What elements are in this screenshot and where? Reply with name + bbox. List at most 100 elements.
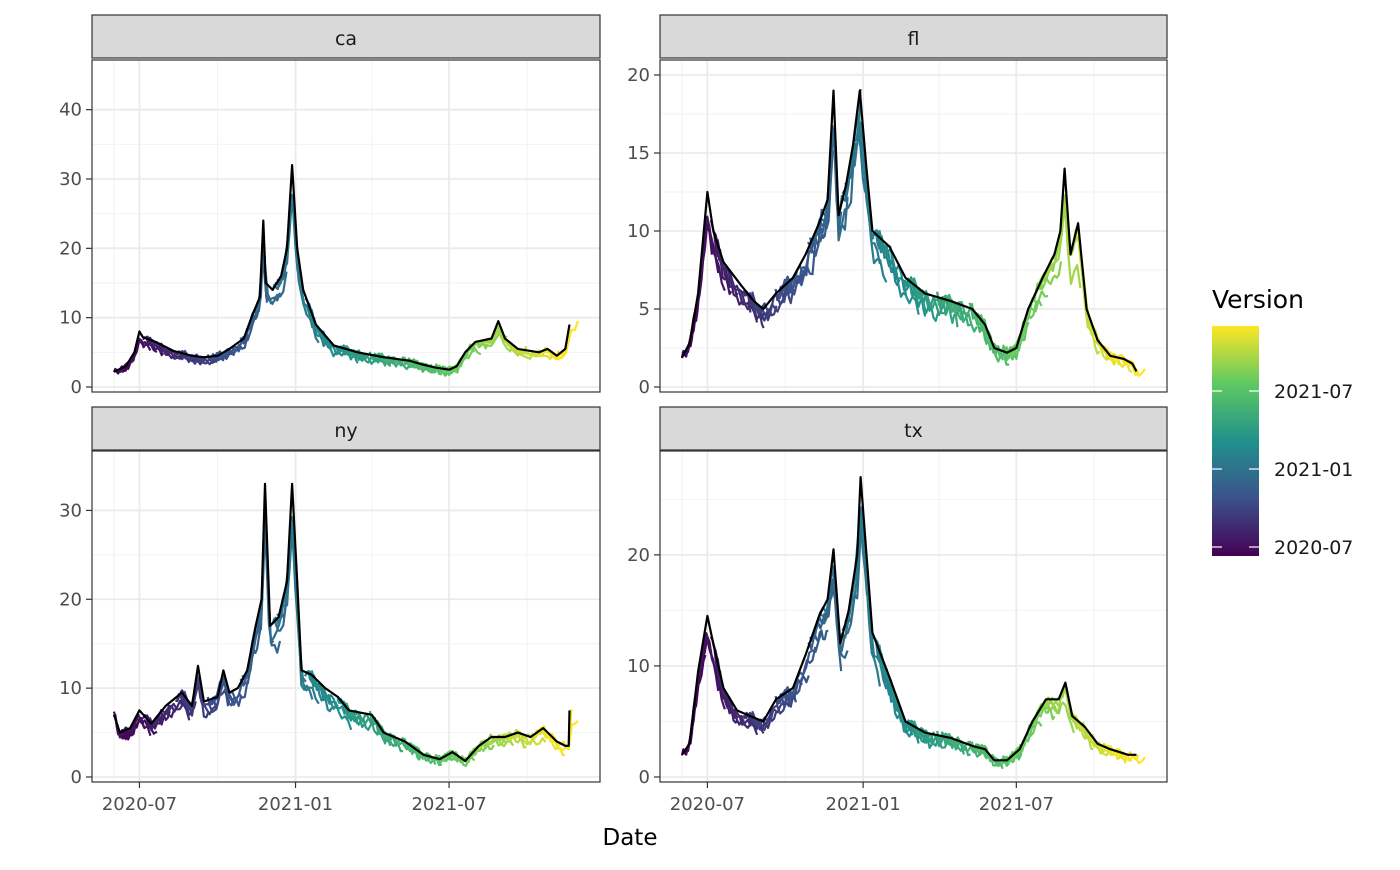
y-tick-label: 0 (639, 767, 650, 788)
final-series-line-tx (681, 476, 1137, 762)
version-line (806, 192, 830, 254)
legend: Version 2021-07 2021-01 2020-07 (1212, 285, 1353, 559)
x-axis-title: Date (603, 825, 658, 851)
y-tick-label: 0 (71, 377, 82, 398)
version-line (783, 630, 823, 696)
y-tick-label: 15 (627, 143, 650, 164)
version-line (378, 352, 417, 369)
panel-border-tx (659, 450, 1168, 783)
final-series-line-fl (681, 89, 1138, 372)
version-line (531, 350, 554, 361)
final-series-line-ca (113, 164, 571, 373)
legend-colorbar (1212, 326, 1259, 556)
y-tick-label: 10 (59, 308, 82, 329)
strip-label-tx: tx (904, 420, 923, 442)
version-line (968, 302, 991, 345)
version-line (146, 336, 177, 360)
strip-label-ca: ca (335, 28, 357, 50)
version-line (274, 533, 301, 648)
version-line (345, 702, 385, 741)
version-line (239, 627, 262, 687)
version-line (343, 345, 378, 365)
y-tick-label: 30 (59, 169, 82, 190)
version-line (151, 702, 191, 726)
version-line (146, 707, 177, 730)
x-tick-label: 2021-01 (258, 794, 333, 815)
panel-background-fl (660, 60, 1167, 392)
version-line (1035, 261, 1063, 294)
version-line (940, 295, 971, 327)
version-line (539, 719, 579, 752)
strip-fl (659, 14, 1168, 59)
version-line (809, 149, 836, 248)
version-line (475, 329, 515, 353)
version-line (436, 750, 462, 764)
version-line (436, 361, 463, 377)
panel-border-ny (91, 450, 601, 783)
version-line (968, 740, 991, 760)
version-line (807, 629, 829, 651)
legend-label: 2021-01 (1274, 459, 1353, 481)
y-tick-label: 5 (639, 299, 650, 320)
version-line (1003, 321, 1030, 360)
panel-tx: tx 0 10 20 2020-07 2021-01 2021-07 (627, 406, 1168, 815)
version-line (873, 229, 901, 287)
x-tick-label: 2020-07 (102, 794, 177, 815)
version-line (912, 720, 953, 749)
version-line (911, 278, 946, 316)
y-tick-label: 0 (71, 767, 82, 788)
version-line (681, 654, 707, 756)
y-tick-label: 20 (59, 589, 82, 610)
version-line (507, 731, 547, 746)
strip-ca (91, 14, 601, 59)
y-tick-label: 20 (627, 65, 650, 86)
panel-ca: ca 0 10 20 30 40 (59, 14, 601, 398)
version-line (874, 639, 901, 720)
panel-border-fl (659, 59, 1168, 393)
x-tick-label: 2020-07 (670, 794, 745, 815)
version-line (876, 230, 907, 298)
version-line (1042, 202, 1082, 289)
y-tick-label: 30 (59, 500, 82, 521)
y-tick-label: 10 (59, 678, 82, 699)
version-line (714, 233, 746, 306)
version-line (839, 533, 862, 644)
version-line (113, 345, 139, 375)
panel-border-ca (91, 59, 601, 393)
y-tick-label: 20 (59, 238, 82, 259)
x-tick-label: 2021-01 (826, 794, 901, 815)
version-line (751, 701, 791, 729)
y-tick-label: 40 (59, 100, 82, 121)
strip-label-ny: ny (334, 420, 357, 442)
version-line (401, 736, 424, 761)
version-line (306, 670, 333, 713)
panel-ny: ny 0 10 20 30 2020-07 2021-01 2021-07 (59, 406, 601, 815)
y-tick-label: 0 (639, 377, 650, 398)
y-tick-label: 20 (627, 545, 650, 566)
legend-title: Version (1212, 285, 1304, 314)
version-line (945, 732, 985, 758)
version-line (911, 720, 946, 748)
y-tick-label: 10 (627, 656, 650, 677)
version-line (475, 737, 515, 751)
strip-tx (659, 406, 1168, 451)
strip-ny (91, 406, 601, 451)
version-line (182, 351, 216, 366)
panel-background-ny (92, 451, 600, 782)
legend-label: 2021-07 (1274, 381, 1353, 403)
y-tick-label: 10 (627, 221, 650, 242)
version-line (215, 317, 256, 357)
version-line (841, 130, 868, 198)
version-line (378, 724, 417, 753)
version-line (470, 330, 502, 348)
version-line (308, 670, 339, 711)
version-line (1107, 745, 1146, 765)
legend-label: 2020-07 (1274, 537, 1353, 559)
final-series-line-ny (112, 482, 571, 763)
x-tick-label: 2021-07 (979, 794, 1054, 815)
version-line (239, 291, 262, 345)
strip-label-fl: fl (908, 28, 920, 50)
version-line (1040, 701, 1075, 734)
